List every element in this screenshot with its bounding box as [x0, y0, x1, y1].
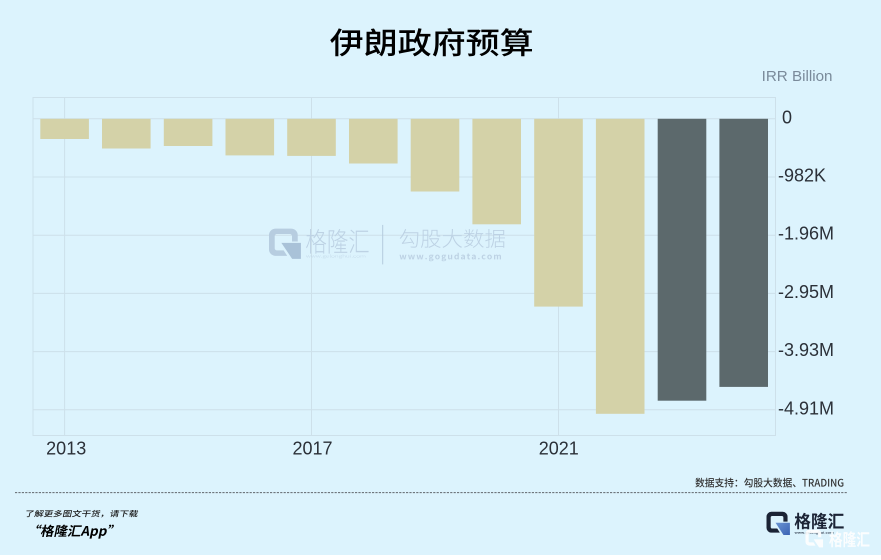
svg-text:-2.95M: -2.95M: [778, 282, 834, 302]
svg-text:2017: 2017: [292, 439, 332, 459]
svg-text:-1.96M: -1.96M: [778, 224, 834, 244]
svg-text:-4.91M: -4.91M: [778, 398, 834, 418]
svg-text:0: 0: [782, 107, 792, 127]
svg-text:2021: 2021: [539, 439, 579, 459]
svg-text:IRR Billion: IRR Billion: [762, 68, 833, 85]
svg-text:-982K: -982K: [778, 166, 826, 186]
svg-text:-3.93M: -3.93M: [778, 340, 834, 360]
svg-text:2013: 2013: [46, 439, 86, 459]
